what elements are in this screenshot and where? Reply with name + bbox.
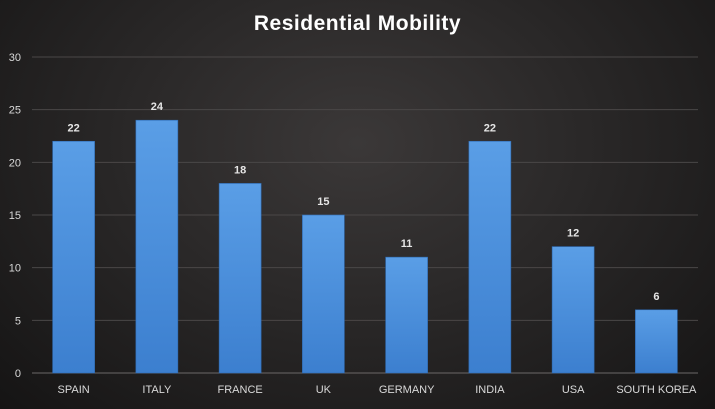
data-label: 18: [234, 164, 246, 176]
y-tick-label: 15: [9, 210, 21, 222]
chart-title: Residential Mobility: [253, 12, 462, 35]
x-tick-label: UK: [316, 384, 332, 396]
y-tick-label: 30: [9, 52, 21, 64]
y-tick-label: 0: [15, 368, 21, 380]
y-tick-label: 25: [9, 105, 21, 117]
bar-south-korea: [635, 309, 678, 374]
bar-spain: [52, 140, 95, 374]
x-axis-ticks: SPAIN ITALY FRANCE UK GERMANY INDIA USA SOUTH K…: [58, 384, 698, 396]
x-tick-label: FRANCE: [218, 384, 263, 396]
bar-germany: [385, 256, 428, 374]
y-tick-label: 10: [9, 263, 21, 275]
bar-india: [468, 140, 512, 374]
gridlines: [32, 56, 698, 374]
y-axis-ticks: 0 5 10 15 20 25 30: [9, 52, 21, 380]
bar-italy: [135, 119, 179, 374]
data-label: 11: [401, 238, 413, 250]
x-tick-label: USA: [562, 384, 585, 396]
x-tick-label: INDIA: [475, 384, 505, 396]
data-label: 22: [484, 122, 496, 134]
bar-uk: [302, 214, 345, 374]
data-label: 6: [653, 291, 659, 303]
bars: [52, 119, 678, 374]
data-label: 15: [317, 196, 329, 208]
bar-usa: [551, 246, 595, 374]
bar-france: [218, 183, 262, 374]
x-tick-label: GERMANY: [379, 384, 435, 396]
data-label: 12: [567, 228, 579, 240]
x-tick-label: SOUTH KOREA: [616, 384, 697, 396]
data-labels: 22 24 18 15 11 22 12 6: [68, 101, 660, 303]
y-tick-label: 20: [9, 157, 21, 169]
data-label: 24: [151, 101, 164, 113]
data-label: 22: [68, 122, 80, 134]
y-tick-label: 5: [15, 315, 21, 327]
x-tick-label: SPAIN: [58, 384, 90, 396]
x-tick-label: ITALY: [142, 384, 172, 396]
